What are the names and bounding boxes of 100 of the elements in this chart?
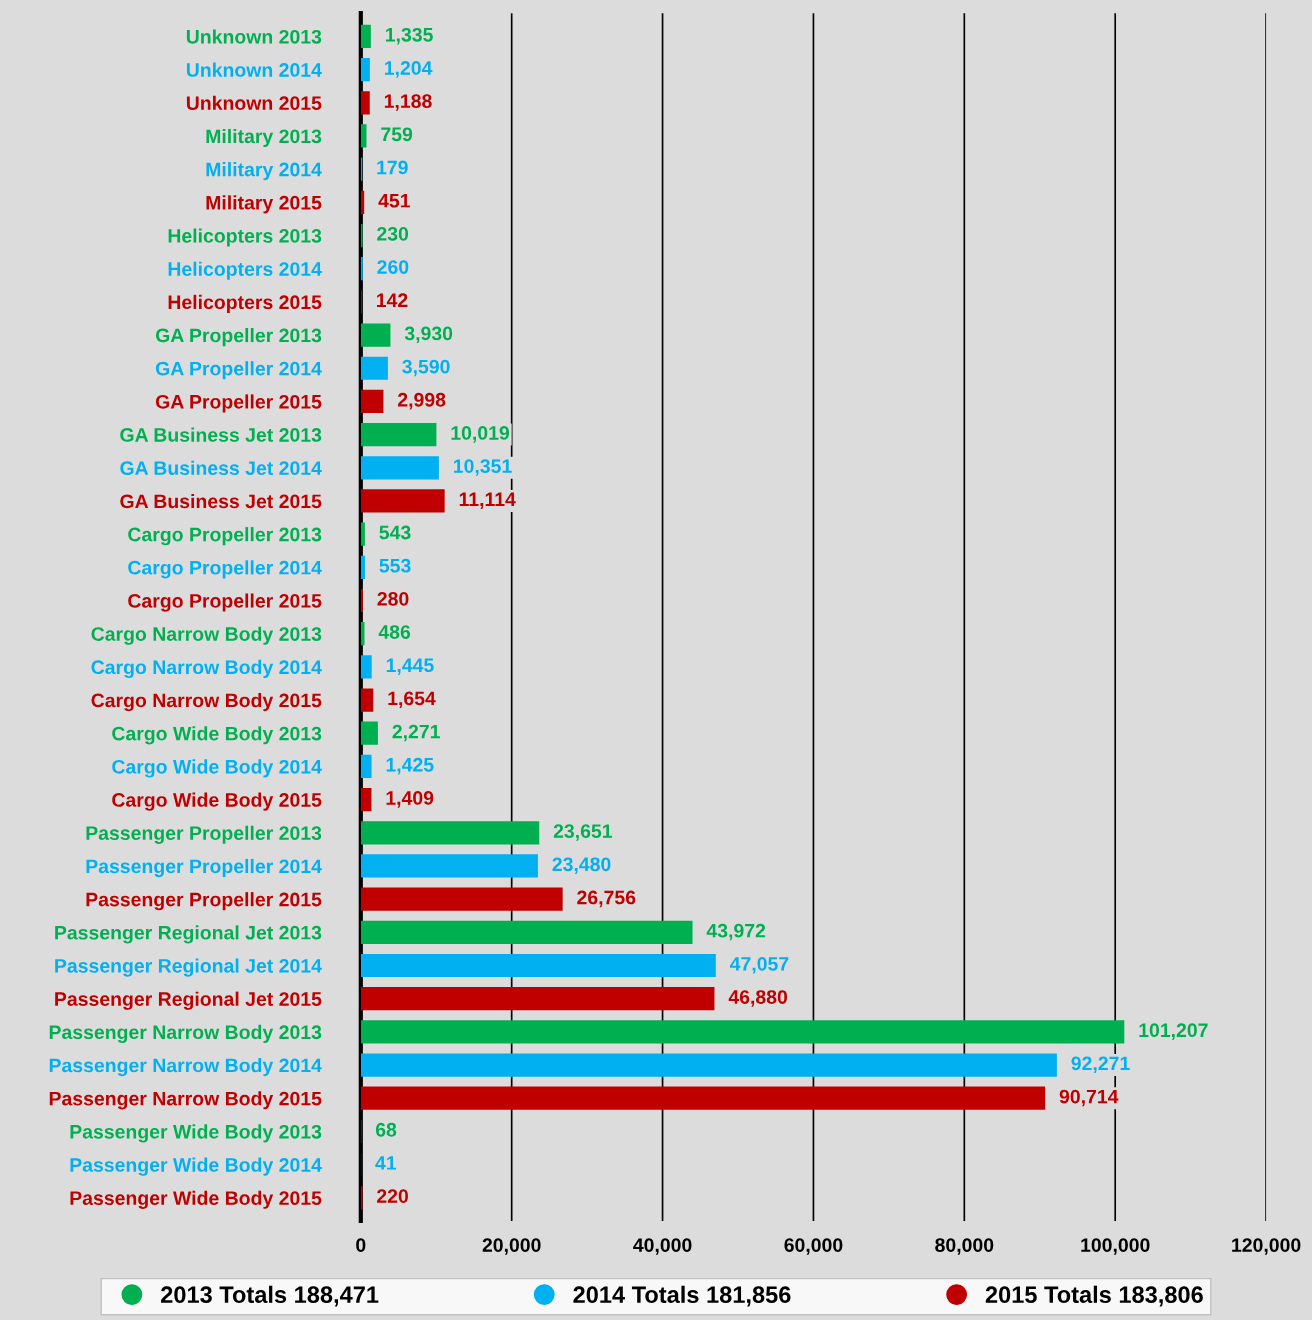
data-label: 179	[377, 160, 408, 175]
data-label: 2,271	[392, 724, 440, 742]
y-tick-label: GA Propeller 2015	[155, 394, 322, 413]
data-label: 23,480	[552, 857, 611, 874]
data-label: 1,445	[386, 658, 434, 675]
bar	[360, 522, 365, 546]
y-tick-label: Passenger Wide Body 2015	[70, 1190, 322, 1209]
y-tick-label: Helicopters 2013	[168, 228, 322, 247]
bar	[360, 754, 372, 779]
data-label: 92,271	[1071, 1056, 1130, 1074]
y-tick-label: GA Propeller 2013	[155, 328, 322, 347]
y-tick-label: Passenger Propeller 2015	[86, 892, 322, 911]
y-tick-label: Cargo Propeller 2014	[128, 560, 322, 579]
data-label: 90,714	[1059, 1089, 1119, 1107]
data-label: 486	[378, 625, 411, 639]
bar	[360, 854, 538, 878]
data-label: 26,756	[577, 890, 636, 908]
bar	[360, 1086, 1046, 1110]
y-tick-label: Cargo Wide Body 2015	[112, 792, 322, 811]
bar	[360, 1053, 1057, 1077]
y-tick-label: GA Propeller 2014	[155, 361, 322, 380]
bar	[360, 887, 563, 911]
y-tick-label: Passenger Narrow Body 2013	[49, 1024, 322, 1044]
y-tick-label: Unknown 2013	[186, 29, 322, 44]
bar	[360, 91, 370, 115]
data-label: 3,590	[402, 359, 450, 377]
y-tick-label: Cargo Propeller 2013	[128, 527, 322, 546]
bar	[360, 688, 374, 712]
x-tick-label: 120,000	[1232, 1238, 1301, 1255]
y-tick-label: Helicopters 2015	[168, 294, 322, 313]
y-tick-label: Military 2014	[206, 162, 322, 181]
bar	[360, 422, 437, 447]
y-tick-label: Passenger Narrow Body 2014	[49, 1058, 322, 1077]
x-tick-label: 0	[356, 1238, 366, 1252]
bar	[360, 1020, 1125, 1044]
data-label: 10,019	[451, 426, 510, 443]
bar	[360, 456, 439, 480]
data-label: 1,204	[385, 61, 433, 78]
x-tick-label: 20,000	[482, 1238, 541, 1255]
data-label: 46,880	[728, 990, 788, 1007]
data-label: 1,409	[386, 791, 434, 808]
bar	[360, 24, 371, 49]
y-tick-label: Cargo Narrow Body 2015	[91, 693, 322, 712]
bar	[360, 356, 388, 380]
bar	[360, 124, 367, 148]
y-tick-label: Passenger Regional Jet 2014	[55, 958, 322, 977]
y-tick-label: Passenger Wide Body 2013	[70, 1124, 322, 1143]
y-tick-label: Passenger Regional Jet 2013	[55, 925, 322, 944]
y-tick-label: Passenger Narrow Body 2015	[49, 1091, 322, 1110]
bar	[360, 821, 540, 845]
bar	[360, 721, 378, 745]
data-label: 260	[377, 260, 409, 274]
data-label: 1,425	[386, 757, 434, 775]
bar	[360, 489, 445, 513]
x-tick-label: 100,000	[1081, 1238, 1150, 1255]
y-tick-label: Passenger Regional Jet 2015	[55, 991, 322, 1010]
bar	[360, 953, 716, 978]
y-tick-label: Passenger Propeller 2013	[86, 825, 322, 844]
bar	[360, 555, 365, 579]
bar	[360, 588, 363, 613]
y-tick-label: Cargo Wide Body 2014	[112, 759, 322, 778]
y-tick-label: Military 2015	[206, 195, 322, 214]
bar	[360, 323, 391, 347]
y-tick-label: Military 2013	[206, 128, 322, 148]
data-label: 23,651	[553, 824, 613, 841]
data-label: 230	[377, 226, 409, 241]
bar	[360, 655, 372, 679]
data-label: 11,114	[459, 492, 516, 509]
data-label: 1,335	[385, 27, 433, 45]
bar	[360, 787, 372, 812]
y-tick-label: Passenger Wide Body 2014	[70, 1157, 322, 1176]
x-tick-label: 60,000	[784, 1238, 843, 1255]
x-tick-label: 40,000	[633, 1238, 692, 1255]
bar	[360, 987, 715, 1011]
y-tick-label: Cargo Propeller 2015	[128, 593, 322, 612]
data-label: 280	[377, 591, 409, 606]
data-label: 759	[381, 127, 413, 142]
data-label: 3,930	[404, 326, 453, 344]
y-tick-label: Cargo Narrow Body 2014	[91, 659, 322, 679]
data-label: 142	[376, 293, 408, 307]
data-label: 101,207	[1139, 1023, 1208, 1040]
data-label: 1,654	[388, 691, 436, 709]
y-tick-label: Helicopters 2014	[168, 261, 322, 280]
data-label: 43,972	[706, 923, 766, 941]
y-tick-label: Cargo Narrow Body 2013	[91, 626, 322, 645]
y-tick-label: GA Business Jet 2014	[120, 460, 322, 476]
data-label: 543	[379, 525, 411, 540]
y-tick-label: Unknown 2015	[186, 95, 322, 111]
y-tick-label: Cargo Wide Body 2013	[112, 726, 322, 745]
data-label: 68	[375, 1122, 397, 1137]
x-tick-label: 80,000	[935, 1238, 994, 1255]
bar	[360, 920, 693, 944]
bar	[360, 389, 384, 414]
y-tick-label: Unknown 2014	[186, 62, 322, 77]
y-tick-label: GA Business Jet 2013	[120, 427, 322, 442]
data-label: 10,351	[454, 459, 512, 476]
legend-label: 2014 Totals 181,856	[573, 1285, 791, 1307]
y-tick-label: Passenger Propeller 2014	[86, 858, 322, 878]
data-label: 41	[375, 1156, 397, 1170]
y-tick-label: GA Business Jet 2015	[120, 493, 322, 509]
